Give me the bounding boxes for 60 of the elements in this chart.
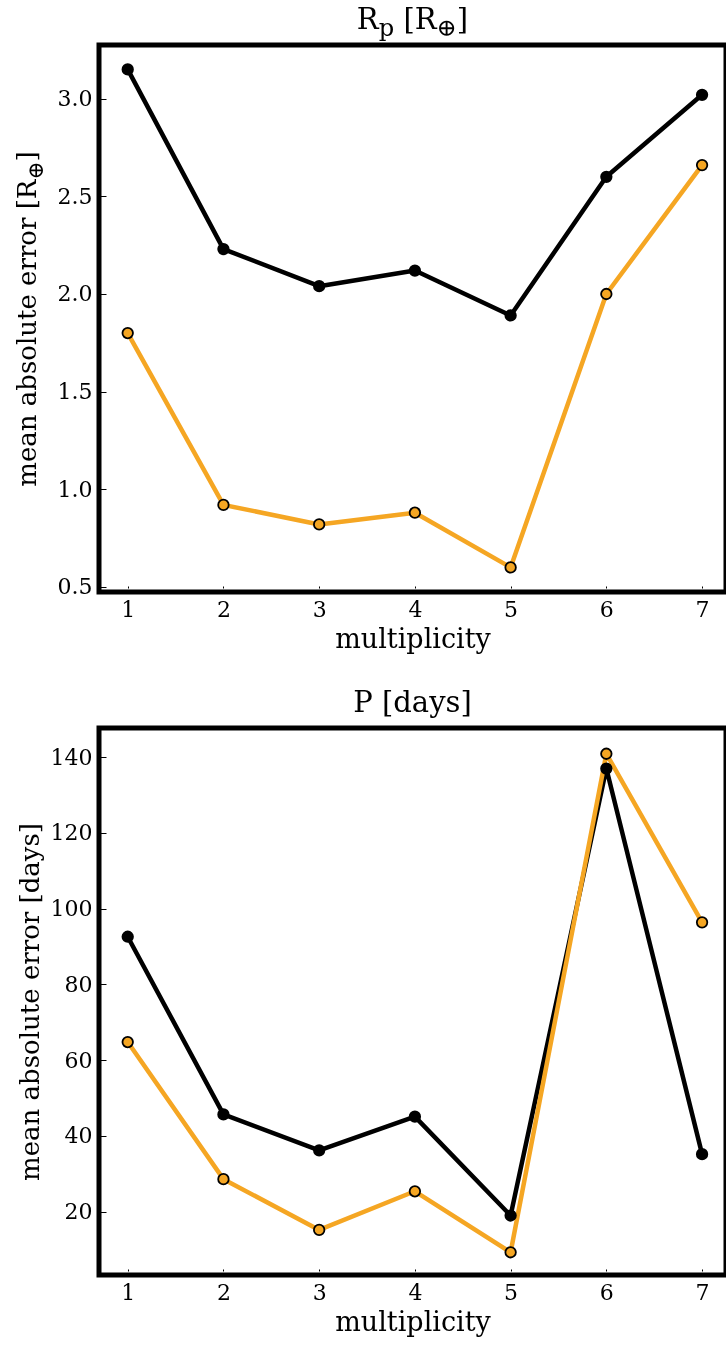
x-tick-label: 1	[121, 596, 136, 622]
x-tick-label: 6	[599, 1279, 614, 1305]
point	[121, 326, 134, 340]
x-tick-label: 7	[695, 1279, 710, 1305]
point	[121, 1035, 134, 1049]
x-tick-label: 5	[504, 1279, 519, 1305]
y-tick-label: 140	[50, 744, 93, 770]
x-tick-label: 3	[312, 1279, 327, 1305]
point	[695, 88, 709, 101]
y-tick-label: 60	[64, 1047, 93, 1073]
y-tick-label: 20	[64, 1199, 93, 1225]
y-tick-label: 40	[64, 1123, 93, 1149]
point	[695, 158, 709, 172]
x-tick-label: 3	[312, 596, 327, 622]
point	[695, 1148, 709, 1161]
point	[408, 1185, 422, 1198]
y-tick-label: 1.5	[57, 379, 93, 405]
point	[217, 242, 230, 256]
point	[313, 280, 326, 293]
y-tick-label: 100	[50, 896, 93, 922]
x-tick-label: 4	[408, 596, 423, 622]
point	[504, 1246, 517, 1259]
y-tick-label: 2.0	[57, 281, 93, 307]
x-tick-label: 2	[216, 1279, 231, 1305]
point	[408, 506, 422, 519]
y-tick-label: 1.0	[57, 476, 93, 502]
point	[121, 930, 134, 943]
point	[313, 1144, 326, 1157]
point	[313, 518, 326, 531]
point	[600, 287, 613, 301]
point	[121, 63, 134, 76]
x-tick-label: 2	[216, 596, 231, 622]
x-tick-label: 5	[504, 596, 519, 622]
y-tick-label: 80	[64, 971, 93, 997]
x-tick-label: 4	[408, 1279, 423, 1305]
point	[408, 264, 422, 277]
y-tick-label: 120	[50, 820, 93, 846]
point	[600, 747, 613, 760]
x-tick-label: 1	[121, 1279, 136, 1305]
x-tick-label: 7	[695, 596, 710, 622]
point	[695, 916, 709, 929]
point	[600, 762, 613, 775]
point	[217, 1173, 230, 1186]
x-tick-label: 6	[599, 596, 614, 622]
point	[504, 1209, 517, 1222]
chart-title: R$_{p}$ [R$_{⊕}$]	[355, 2, 470, 42]
x-axis-title: multiplicity	[335, 622, 492, 654]
x-axis-title: multiplicity	[335, 1305, 492, 1337]
y-tick-label: 3.0	[57, 86, 93, 112]
point	[504, 309, 517, 322]
point	[600, 170, 613, 183]
point	[408, 1110, 422, 1123]
point	[313, 1223, 326, 1237]
chart-title: P [days]	[352, 685, 473, 719]
point	[504, 561, 517, 574]
point	[217, 498, 230, 512]
y-tick-label: 0.5	[57, 574, 93, 600]
y-axis-title: mean absolute error [days]	[15, 822, 45, 1181]
y-tick-label: 2.5	[57, 183, 93, 209]
point	[217, 1108, 230, 1121]
